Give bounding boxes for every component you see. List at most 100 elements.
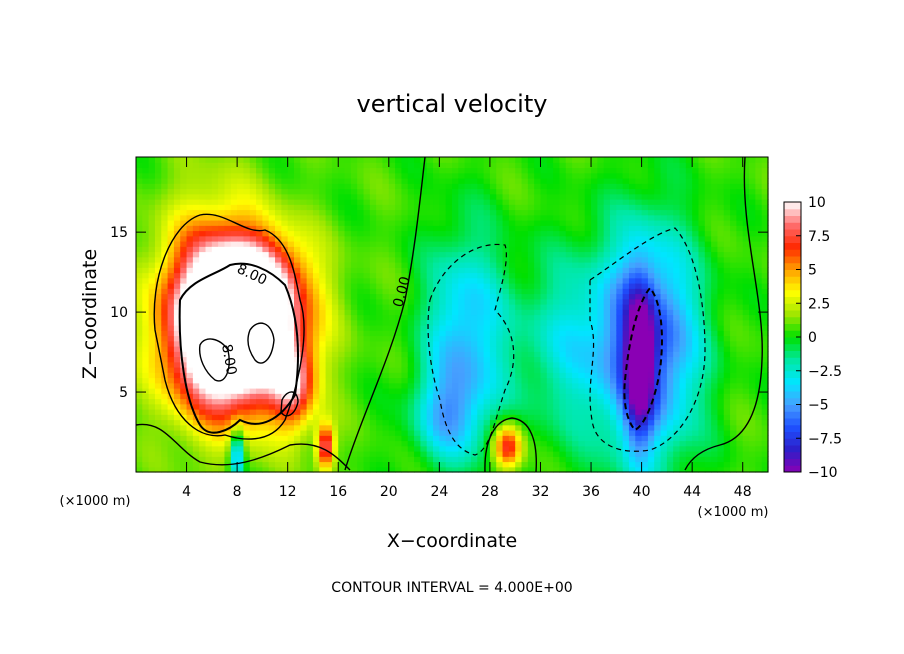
heatmap-cell: [452, 398, 459, 405]
heatmap-cell: [148, 298, 156, 305]
heatmap-cell: [458, 204, 466, 211]
heatmap-cell: [173, 304, 181, 310]
heatmap-cell: [546, 225, 554, 232]
heatmap-cell: [628, 262, 636, 268]
heatmap-cell: [477, 340, 485, 347]
heatmap-cell: [578, 251, 586, 258]
heatmap-cell: [622, 330, 630, 337]
heatmap-cell: [534, 361, 542, 368]
heatmap-cell: [199, 440, 207, 447]
heatmap-cell: [275, 440, 282, 447]
heatmap-cell: [553, 466, 561, 473]
heatmap-cell: [616, 251, 624, 258]
heatmap-cell: [167, 314, 175, 321]
heatmap-cell: [205, 304, 213, 310]
heatmap-cell: [319, 230, 327, 237]
heatmap-cell: [439, 419, 447, 426]
heatmap-cell: [319, 351, 327, 358]
heatmap-cell: [654, 241, 662, 247]
heatmap-cell: [540, 172, 548, 179]
heatmap-cell: [527, 340, 535, 347]
heatmap-cell: [249, 346, 257, 352]
heatmap-cell: [331, 246, 339, 253]
heatmap-cell: [420, 214, 428, 221]
heatmap-cell: [192, 419, 200, 426]
heatmap-cell: [534, 309, 542, 316]
heatmap-cell: [306, 167, 314, 174]
heatmap-cell: [458, 230, 466, 237]
heatmap-cell: [578, 262, 586, 268]
heatmap-cell: [458, 330, 466, 337]
heatmap-cell: [382, 283, 390, 289]
heatmap-cell: [508, 403, 516, 410]
heatmap-cell: [521, 283, 529, 289]
heatmap-cell: [445, 325, 453, 331]
heatmap-cell: [641, 419, 649, 426]
heatmap-cell: [180, 340, 188, 347]
heatmap-cell: [262, 461, 270, 468]
heatmap-cell: [180, 398, 188, 405]
heatmap-cell: [275, 172, 282, 179]
heatmap-cell: [527, 403, 535, 410]
heatmap-cell: [521, 440, 529, 447]
heatmap-cell: [515, 298, 523, 305]
heatmap-cell: [369, 272, 377, 279]
heatmap-cell: [597, 351, 605, 358]
heatmap-cell: [572, 372, 579, 379]
heatmap-cell: [641, 377, 649, 384]
heatmap-cell: [553, 393, 561, 400]
heatmap-cell: [287, 388, 295, 394]
heatmap-cell: [256, 361, 263, 368]
heatmap-cell: [521, 414, 529, 421]
heatmap-cell: [395, 393, 403, 400]
heatmap-cell: [515, 214, 523, 221]
heatmap-cell: [237, 356, 245, 363]
heatmap-cell: [477, 361, 485, 368]
heatmap-cell: [502, 183, 510, 190]
heatmap-cell: [136, 293, 143, 300]
heatmap-cell: [584, 183, 592, 190]
heatmap-cell: [502, 283, 510, 289]
heatmap-cell: [192, 288, 200, 295]
heatmap-cell: [173, 393, 181, 400]
heatmap-cell: [218, 262, 226, 268]
heatmap-cell: [218, 372, 226, 379]
heatmap-cell: [211, 225, 219, 232]
heatmap-cell: [584, 440, 592, 447]
heatmap-cell: [470, 225, 478, 232]
heatmap-cell: [470, 251, 478, 258]
heatmap-cell: [407, 293, 415, 300]
heatmap-cell: [622, 235, 630, 242]
heatmap-cell: [173, 309, 181, 316]
heatmap-cell: [148, 456, 156, 463]
heatmap-cell: [136, 356, 143, 363]
heatmap-cell: [622, 314, 630, 321]
heatmap-cell: [591, 367, 598, 373]
heatmap-cell: [464, 209, 472, 216]
heatmap-cell: [470, 209, 478, 216]
heatmap-cell: [154, 183, 162, 190]
heatmap-cell: [350, 356, 358, 363]
heatmap-cell: [572, 335, 579, 342]
heatmap-cell: [312, 393, 320, 400]
heatmap-cell: [256, 309, 263, 316]
heatmap-cell: [502, 204, 510, 211]
heatmap-cell: [338, 398, 346, 405]
heatmap-cell: [452, 178, 459, 184]
heatmap-cell: [218, 246, 226, 253]
heatmap-cell: [584, 388, 592, 394]
heatmap-cell: [654, 283, 662, 289]
heatmap-cell: [591, 188, 598, 195]
heatmap-cell: [603, 251, 611, 258]
heatmap-cell: [199, 456, 207, 463]
heatmap-cell: [237, 367, 245, 373]
heatmap-cell: [161, 356, 169, 363]
heatmap-cell: [572, 262, 579, 268]
heatmap-cell: [382, 435, 390, 442]
heatmap-cell: [331, 456, 339, 463]
heatmap-cell: [534, 330, 542, 337]
heatmap-cell: [218, 456, 226, 463]
heatmap-cell: [382, 403, 390, 410]
heatmap-cell: [148, 162, 156, 169]
heatmap-cell: [268, 435, 276, 442]
